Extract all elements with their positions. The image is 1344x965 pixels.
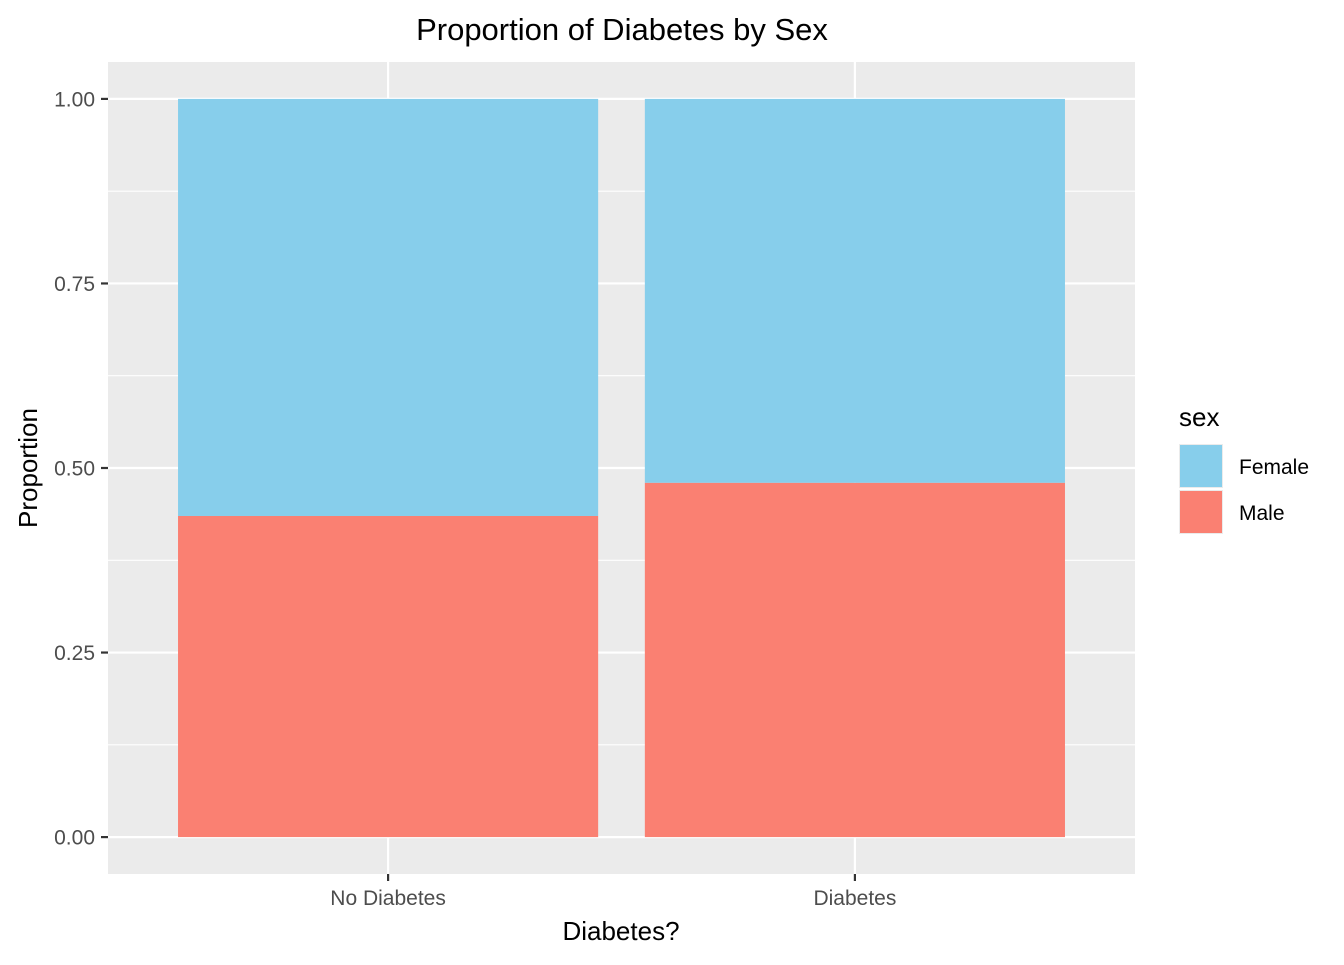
legend: sex Female Male	[1179, 402, 1309, 534]
legend-label-female: Female	[1239, 456, 1309, 479]
y-tick-label: 0.75	[54, 273, 95, 296]
axes: 0.00 0.25 0.50 0.75 1.00 No Diabetes Diabetes	[54, 88, 896, 910]
y-axis-title: Proportion	[13, 408, 43, 528]
x-tick-label: Diabetes	[813, 887, 896, 910]
y-tick-label: 0.50	[54, 458, 95, 481]
y-tick-label: 0.25	[54, 642, 95, 665]
x-axis-title: Diabetes?	[562, 916, 679, 946]
legend-title: sex	[1179, 402, 1219, 432]
bars	[178, 98, 1065, 838]
legend-swatch-female	[1180, 445, 1222, 487]
bar-male-no-diabetes	[178, 515, 599, 838]
y-tick-label: 0.00	[54, 827, 95, 850]
bar-female-no-diabetes	[178, 98, 599, 516]
y-tick-label: 1.00	[54, 88, 95, 111]
bar-male-diabetes	[644, 482, 1065, 838]
bar-female-diabetes	[644, 98, 1065, 483]
legend-swatch-male	[1180, 491, 1222, 533]
x-tick-label: No Diabetes	[330, 887, 446, 910]
chart-title: Proportion of Diabetes by Sex	[416, 12, 828, 47]
legend-label-male: Male	[1239, 502, 1285, 525]
